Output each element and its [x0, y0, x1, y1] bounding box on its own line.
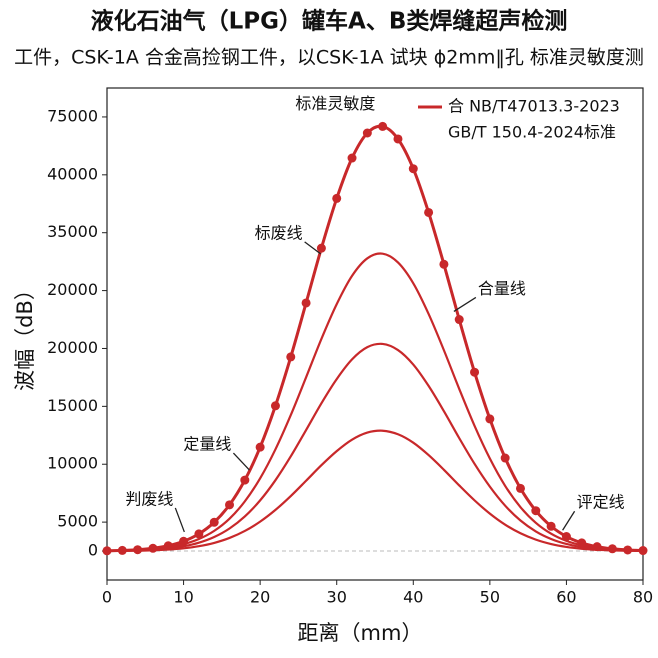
- chart-subtitle: 工件，CSK-1A 合金高捡钢工件，以CSK-1A 试块 ϕ2mm‖孔 标准灵敏…: [14, 47, 644, 69]
- annotation: 标废线: [255, 223, 303, 242]
- data-point: [454, 315, 464, 325]
- data-point: [378, 121, 388, 131]
- legend-label: 合 NB/T47013.3-2023: [448, 97, 620, 116]
- data-point: [515, 483, 525, 493]
- x-tick-label: 50: [480, 588, 500, 607]
- data-point: [393, 134, 403, 144]
- x-tick-label: 40: [403, 588, 423, 607]
- data-point: [255, 442, 265, 452]
- annotation-arrow: [304, 241, 322, 255]
- annotation: 合量线: [478, 279, 526, 298]
- data-point: [531, 506, 541, 516]
- y-tick-label: 10000: [47, 454, 98, 473]
- data-point: [286, 352, 296, 362]
- x-tick-label: 10: [173, 588, 193, 607]
- x-tick-label: 80: [633, 588, 653, 607]
- data-point: [270, 401, 280, 411]
- data-point: [424, 207, 434, 217]
- y-tick-label: 5000: [57, 512, 98, 531]
- data-point: [194, 529, 204, 539]
- plot-frame: [106, 87, 644, 581]
- series-line: [106, 124, 644, 553]
- data-point: [332, 193, 342, 203]
- data-point: [225, 500, 235, 510]
- x-axis-label: 距离（mm）: [298, 621, 423, 645]
- data-point: [439, 259, 449, 269]
- series-line: [106, 342, 644, 553]
- series-line: [106, 429, 644, 553]
- data-point: [301, 298, 311, 308]
- data-point: [362, 128, 372, 138]
- data-point: [561, 532, 571, 542]
- x-tick-label: 20: [250, 588, 270, 607]
- annotation-arrow: [232, 452, 250, 471]
- x-tick-label: 0: [102, 588, 112, 607]
- data-point: [485, 414, 495, 424]
- data-point: [347, 153, 357, 163]
- data-point: [470, 367, 480, 377]
- y-tick-label: 0: [88, 541, 98, 560]
- x-tick-label: 60: [556, 588, 576, 607]
- y-tick-label: 20000: [47, 338, 98, 357]
- series-line: [106, 252, 644, 552]
- annotation: 标准灵敏度: [295, 94, 375, 113]
- annotation: 评定线: [577, 493, 625, 512]
- annotation-arrow: [453, 296, 477, 312]
- chart-title: 液化石油气（LPG）罐车A、B类焊缝超声检测: [91, 8, 568, 35]
- annotation-arrow: [562, 510, 576, 531]
- annotation-arrow: [174, 507, 185, 533]
- data-point: [408, 164, 418, 174]
- data-point: [209, 517, 219, 527]
- data-point: [500, 453, 510, 463]
- x-tick-label: 30: [327, 588, 347, 607]
- y-tick-label: 35000: [47, 222, 98, 241]
- y-tick-label: 75000: [47, 106, 98, 125]
- data-point: [316, 243, 326, 253]
- y-axis-label: 波幅（dB）: [13, 279, 37, 391]
- annotation: 定量线: [183, 435, 231, 454]
- annotation: 判废线: [125, 489, 173, 508]
- y-tick-label: 40000: [47, 164, 98, 183]
- legend-subtext: GB/T 150.4-2024标准: [448, 123, 616, 142]
- y-tick-label: 15000: [47, 396, 98, 415]
- data-point: [240, 475, 250, 485]
- data-point: [546, 521, 556, 531]
- y-tick-label: 20000: [47, 280, 98, 299]
